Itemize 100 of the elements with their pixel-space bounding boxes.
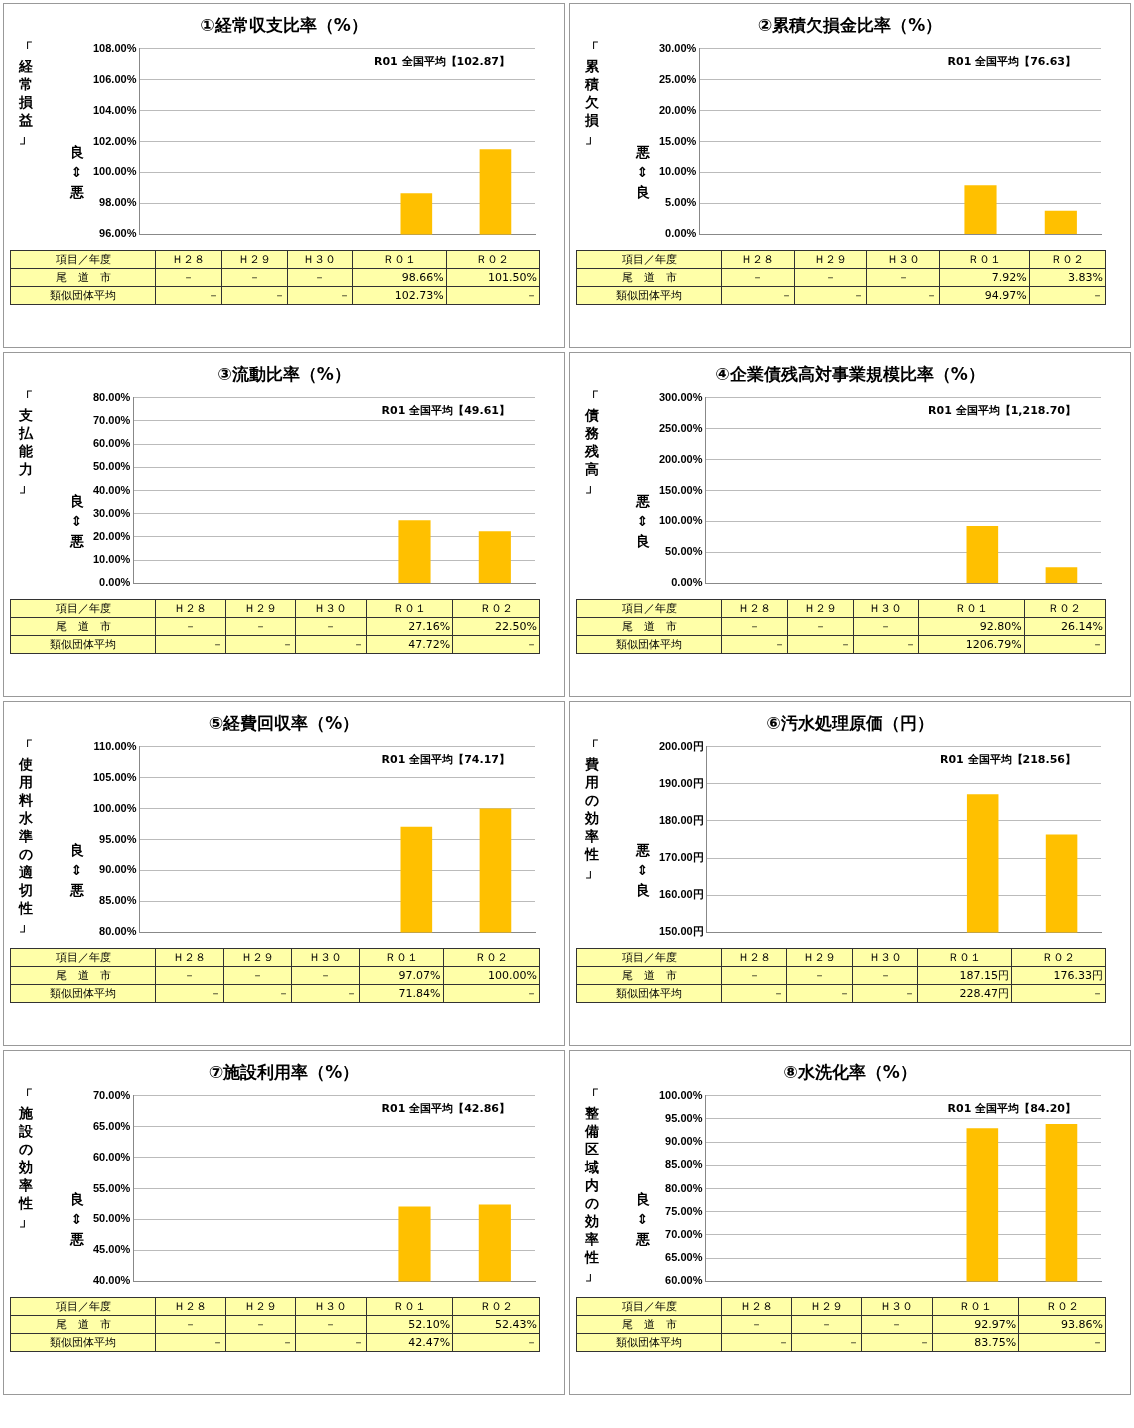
text: － (1092, 987, 1103, 1000)
y-tick-label: 60.00% (93, 1150, 131, 1163)
text: － (848, 1336, 860, 1349)
chart-title: ⑥汚水処理原価（円） (765, 712, 935, 735)
text: 類似団体平均 (10, 1333, 156, 1352)
text: － (183, 969, 195, 982)
text: － (345, 987, 357, 1000)
y-tick-label: 100.00% (658, 514, 703, 527)
text: － (904, 987, 916, 1000)
data-label: 176.33円 (1011, 966, 1106, 985)
category-label: Ｒ０２ (476, 253, 510, 266)
text: － (839, 638, 851, 651)
x-axis-title: 項目／年度 (576, 250, 722, 269)
y-tick-label: 150.00円 (658, 925, 704, 938)
category-label: Ｒ０１ (948, 951, 982, 964)
y-tick-label: 200.00円 (658, 739, 704, 752)
text: － (853, 289, 865, 302)
annotation: R01 全国平均【74.17】 (381, 752, 510, 766)
text: － (1092, 638, 1103, 651)
y-tick-label: 100.00% (92, 801, 137, 814)
category-label: Ｈ２８ (174, 1300, 208, 1313)
text: － (526, 1336, 537, 1349)
y-tick-label: 190.00円 (658, 776, 704, 789)
text: － (282, 638, 294, 651)
data-label: 100.00% (443, 966, 540, 985)
text: － (325, 1318, 337, 1331)
y-tick-label: 150.00% (658, 483, 703, 496)
text: － (918, 1336, 930, 1349)
y-tick-label: 10.00% (659, 165, 697, 178)
text: 悪⇕良 (635, 840, 650, 900)
text: － (925, 289, 937, 302)
text: － (212, 638, 224, 651)
y-tick-label: 100.00% (92, 165, 137, 178)
category-label: Ｈ２８ (740, 1300, 774, 1313)
chart-title: ⑧水洗化率（%） (782, 1061, 918, 1084)
x-axis-title: 項目／年度 (10, 1297, 156, 1316)
data-label: 52.10% (366, 1315, 453, 1334)
category-label: Ｒ０１ (392, 602, 426, 615)
text: － (209, 987, 221, 1000)
y-tick-label: 30.00% (659, 41, 697, 54)
y-tick-label: 108.00% (92, 41, 137, 54)
data-label: 98.66% (352, 268, 447, 287)
y-tick-label: 25.00% (659, 72, 697, 85)
category-label: Ｈ２９ (244, 1300, 278, 1313)
text: － (352, 638, 364, 651)
category-label: Ｈ２９ (803, 951, 837, 964)
category-label: Ｈ２９ (810, 1300, 844, 1313)
y-tick-label: 104.00% (92, 103, 137, 116)
x-axis-title: 項目／年度 (576, 948, 722, 967)
y-tick-label: 70.00% (93, 1088, 131, 1101)
text: 尾 道 市 (10, 268, 156, 287)
y-tick-label: 75.00% (665, 1204, 703, 1217)
text: － (824, 271, 836, 284)
category-label: Ｈ３０ (314, 602, 348, 615)
category-label: Ｒ０２ (479, 602, 513, 615)
text: － (339, 289, 351, 302)
text: 類似団体平均 (576, 286, 722, 305)
y-tick-label: 95.00% (99, 832, 137, 845)
y-tick-label: 50.00% (93, 1212, 131, 1225)
text: － (526, 638, 537, 651)
text: 類似団体平均 (10, 984, 156, 1003)
y-axis-title: 「債務残高」 (584, 388, 599, 496)
y-tick-label: 20.00% (93, 529, 131, 542)
category-label: Ｒ０２ (1042, 951, 1076, 964)
text: － (814, 620, 826, 633)
y-axis-title: 「費用の効率性」 (584, 737, 599, 881)
y-tick-label: 90.00% (99, 863, 137, 876)
y-tick-label: 70.00% (665, 1227, 703, 1240)
text: － (773, 987, 785, 1000)
y-tick-label: 100.00% (658, 1088, 703, 1101)
y-axis-title: 「累積欠損」 (584, 39, 599, 147)
text: 尾 道 市 (10, 617, 156, 636)
text: － (277, 987, 289, 1000)
text: 102.73% (394, 289, 444, 302)
data-label: 93.86% (1018, 1315, 1106, 1334)
data-label: 26.14% (1024, 617, 1106, 636)
text: － (319, 969, 331, 982)
category-label: Ｈ２９ (813, 253, 847, 266)
text: － (185, 620, 197, 633)
category-label: Ｒ０１ (392, 1300, 426, 1313)
text: － (207, 289, 219, 302)
chart-title: ⑤経費回収率（%） (207, 712, 361, 735)
y-tick-label: 40.00% (93, 483, 131, 496)
y-tick-label: 50.00% (93, 460, 131, 473)
category-label: Ｈ２８ (171, 253, 205, 266)
y-tick-label: 70.00% (93, 413, 131, 426)
y-tick-label: 80.00% (99, 925, 137, 938)
text: － (905, 638, 917, 651)
text: － (325, 620, 337, 633)
text: 47.72% (408, 638, 451, 651)
category-label: Ｈ３０ (303, 253, 337, 266)
chart-title: ②累積欠損金比率（%） (756, 14, 944, 37)
data-label: 27.16% (366, 617, 453, 636)
y-tick-label: 30.00% (93, 506, 131, 519)
text: 1206.79% (965, 638, 1022, 651)
text: － (897, 271, 909, 284)
category-label: Ｒ０２ (474, 951, 508, 964)
y-tick-label: 250.00% (658, 421, 703, 434)
y-axis-title: 「施設の効率性」 (18, 1086, 33, 1230)
data-label: 97.07% (359, 966, 444, 985)
